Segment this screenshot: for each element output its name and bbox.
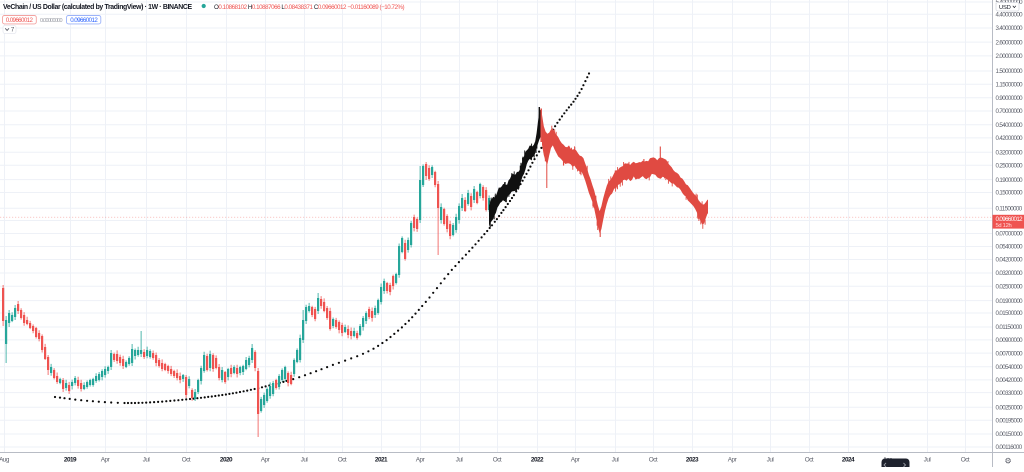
svg-text:0.00116000: 0.00116000 (996, 444, 1023, 451)
svg-text:0.09660012: 0.09660012 (70, 17, 98, 24)
svg-text:2022: 2022 (531, 457, 544, 464)
svg-text:0.01500000: 0.01500000 (996, 310, 1024, 317)
svg-text:2019: 2019 (64, 457, 77, 464)
svg-text:1.15000000: 1.15000000 (996, 82, 1024, 89)
svg-text:0.00540000: 0.00540000 (996, 364, 1024, 371)
svg-text:0.09660012: 0.09660012 (6, 17, 34, 24)
svg-text:Jul: Jul (143, 457, 150, 464)
svg-text:Oct: Oct (805, 457, 814, 464)
svg-text:Jul: Jul (301, 457, 308, 464)
svg-text:0.04200000: 0.04200000 (996, 257, 1024, 264)
svg-text:0.70000000: 0.70000000 (996, 108, 1024, 115)
svg-text:2.60000000: 2.60000000 (996, 39, 1024, 46)
svg-text:Oct: Oct (493, 457, 502, 464)
svg-text:Jul: Jul (456, 457, 463, 464)
svg-text:Jul: Jul (924, 457, 931, 464)
svg-text:Oct: Oct (338, 457, 347, 464)
svg-text:0.02500000: 0.02500000 (996, 283, 1024, 290)
svg-text:Apr: Apr (416, 457, 426, 464)
svg-text:2024: 2024 (842, 457, 855, 464)
svg-text:O0.10868102 H0.10887066 L0.084: O0.10868102 H0.10887066 L0.08438371 C0.0… (214, 4, 405, 11)
svg-text:0.19000000: 0.19000000 (996, 177, 1024, 184)
svg-text:2020: 2020 (220, 457, 233, 464)
svg-text:0.54000000: 0.54000000 (996, 122, 1024, 129)
svg-text:Apr: Apr (571, 457, 581, 464)
svg-text:0.42000000: 0.42000000 (996, 135, 1024, 142)
svg-text:Aug: Aug (0, 457, 10, 464)
svg-text:Oct: Oct (961, 457, 970, 464)
svg-text:0.25000000: 0.25000000 (996, 162, 1024, 169)
svg-text:0.00000000: 0.00000000 (40, 18, 63, 24)
svg-text:0.01900000: 0.01900000 (996, 298, 1024, 305)
svg-text:3.40000000: 3.40000000 (996, 25, 1024, 32)
svg-text:2021: 2021 (375, 457, 388, 464)
svg-text:0.32000000: 0.32000000 (996, 149, 1024, 156)
svg-text:7: 7 (11, 27, 15, 34)
svg-text:Oct: Oct (182, 457, 191, 464)
svg-text:2.00000000: 2.00000000 (996, 53, 1024, 60)
svg-text:Oct: Oct (649, 457, 658, 464)
svg-text:⚙: ⚙ (1005, 457, 1012, 466)
svg-text:Apr: Apr (728, 457, 738, 464)
svg-text:0.90000000: 0.90000000 (996, 95, 1024, 102)
svg-text:0.11500000: 0.11500000 (996, 206, 1023, 213)
svg-text:0.00330000: 0.00330000 (996, 390, 1024, 397)
svg-text:Apr: Apr (101, 457, 111, 464)
svg-text:Jul: Jul (612, 457, 619, 464)
svg-text:1.50000000: 1.50000000 (996, 68, 1024, 75)
svg-text:USD: USD (999, 5, 1011, 11)
svg-text:Jul: Jul (767, 457, 774, 464)
svg-text:VeChain / US Dollar (calculate: VeChain / US Dollar (calculated by Tradi… (3, 4, 193, 11)
svg-text:0.00195000: 0.00195000 (996, 417, 1024, 424)
svg-text:0.00250000: 0.00250000 (996, 404, 1024, 411)
svg-text:0.00700000: 0.00700000 (996, 350, 1024, 357)
svg-text:2023: 2023 (686, 457, 699, 464)
svg-text:0.15000000: 0.15000000 (996, 190, 1024, 197)
svg-text:5d 12h: 5d 12h (996, 223, 1012, 229)
svg-text:0.07000000: 0.07000000 (996, 231, 1024, 238)
svg-text:Apr: Apr (261, 457, 271, 464)
svg-text:0.09660012: 0.09660012 (996, 216, 1024, 223)
svg-text:0.00420000: 0.00420000 (996, 377, 1024, 384)
svg-text:0.01150000: 0.01150000 (996, 324, 1023, 331)
svg-text:0.03200000: 0.03200000 (996, 270, 1024, 277)
svg-text:0.00150000: 0.00150000 (996, 431, 1024, 438)
svg-text:0.05400000: 0.05400000 (996, 244, 1024, 251)
svg-text:4.40000000: 4.40000000 (996, 12, 1024, 19)
svg-text:0.00900000: 0.00900000 (996, 337, 1024, 344)
